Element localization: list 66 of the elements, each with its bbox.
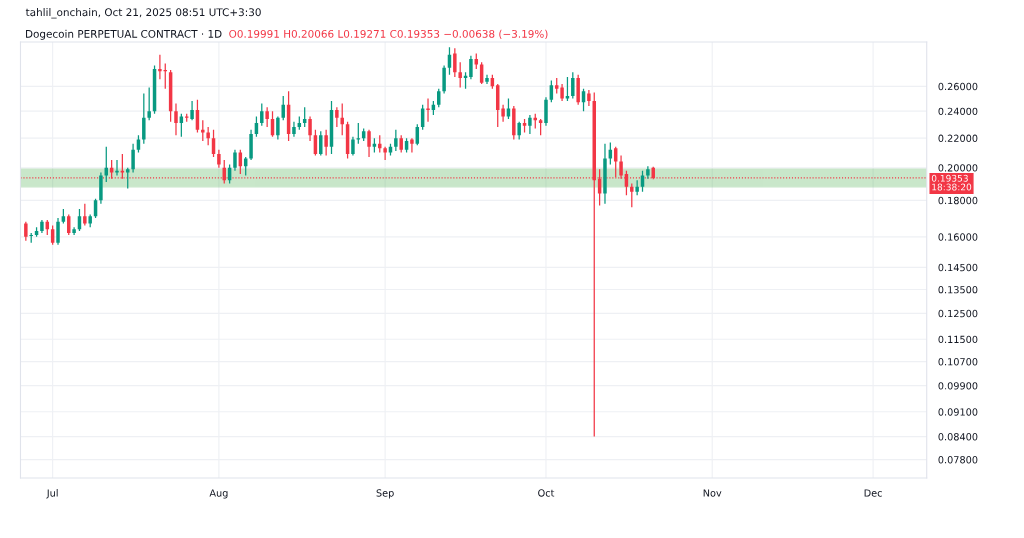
candlestick [335,106,339,128]
candlestick [410,137,414,154]
candlestick [426,97,430,123]
candlestick [356,122,361,145]
y-tick-label: 0.10700 [938,358,978,366]
x-tick-label: Oct [538,489,555,497]
chart-title: Dogecoin PERPETUAL CONTRACT · 1D [26,29,222,40]
candlestick [501,104,505,123]
y-tick-label: 0.13500 [938,286,978,294]
y-tick-label: 0.07800 [938,456,978,464]
candlestick [565,76,570,102]
candlestick [571,71,575,100]
candlestick [528,114,532,135]
candlestick [147,86,151,121]
y-tick-label: 0.12500 [938,309,978,318]
candlestick [630,182,634,208]
candlestick [158,54,162,80]
candlestick [131,143,135,174]
y-tick-label: 0.24000 [938,107,978,115]
candlestick [276,115,280,141]
y-tick-label: 0.18000 [938,196,978,205]
candlestick [201,119,205,142]
y-tick-label: 0.11500 [938,335,978,344]
y-tick-label: 0.14500 [938,263,978,272]
candlestick [308,115,312,142]
x-tick-label: Dec [864,489,882,497]
candlestick [587,89,591,107]
candlestick [281,95,285,121]
candlestick [544,96,548,127]
chart-subtitle: O0.19991 H0.20066 L0.19271 C0.19353 −0.00638 (−3.19%) [229,29,548,40]
candlestick [383,146,387,161]
candlestick [179,113,184,138]
candlestick [324,129,328,157]
ref-line-label: 0.19353 18:38:20 [931,174,972,191]
candlestick [174,102,178,136]
x-tick-label: Nov [703,489,722,497]
candlestick [340,102,344,136]
candlestick [190,100,194,121]
x-tick-label: Sep [376,489,394,499]
candlestick [351,136,355,157]
candlestick [394,129,398,152]
candlestick [206,126,210,146]
x-tick-label: Aug [209,489,228,499]
y-tick-label: 0.20000 [938,164,978,172]
text: tahlil_onchain, Oct 21, 2025 08:51 UTC+3:30 [25,8,261,19]
y-tick-label: 0.26000 [938,82,978,91]
candlestick [442,64,446,95]
candlestick [233,149,237,172]
x-tick-label: Jul [46,489,58,499]
candlestick [260,102,264,127]
candlestick [367,129,371,158]
candlestick [56,217,60,246]
candlestick [142,92,146,145]
candlestick [217,149,221,169]
candlestick [458,61,462,89]
candlestick [453,47,457,78]
y-tick-label: 0.22000 [938,134,978,142]
candlestick [265,106,269,128]
y-tick-label: 0.08400 [938,433,978,441]
candlestick [24,221,28,242]
candlestick [319,130,323,157]
y-tick-label: 0.09100 [938,408,978,416]
candlestick [83,203,87,227]
y-tick-label: 0.09900 [938,382,978,390]
y-tick-label: 0.16000 [938,233,978,241]
candlestick [469,55,473,80]
